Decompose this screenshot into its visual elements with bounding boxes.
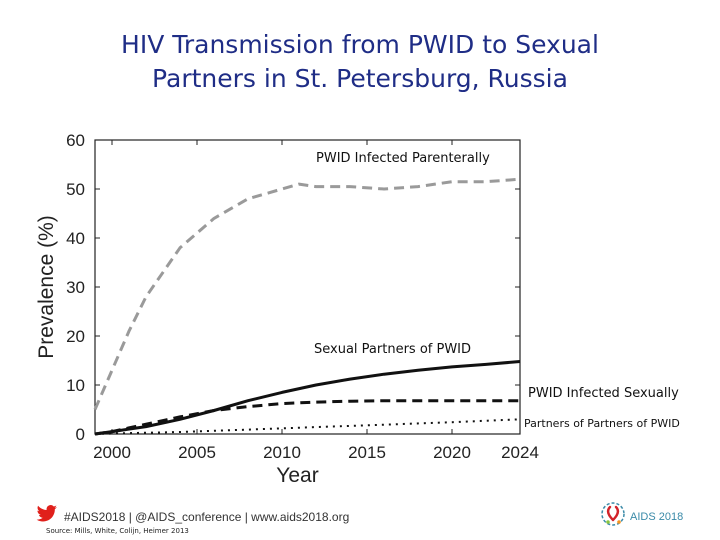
x-tick-label: 2005: [178, 443, 216, 462]
y-tick-label: 60: [66, 131, 85, 150]
y-tick-label: 20: [66, 327, 85, 346]
title-line-2: Partners in St. Petersburg, Russia: [152, 64, 568, 93]
y-tick-label: 40: [66, 229, 85, 248]
twitter-bird-icon: [36, 505, 58, 528]
y-tick-label: 10: [66, 376, 85, 395]
series-label-3: PWID Infected Sexually: [528, 386, 679, 402]
series-label-2: Sexual Partners of PWID: [314, 342, 472, 358]
source-citation: Source: Mills, White, Colijn, Heimer 201…: [46, 527, 189, 535]
footer-hashtag-text: #AIDS2018 | @AIDS_conference | www.aids2…: [64, 509, 350, 524]
series-label-4: Partners of Partners of PWID: [524, 416, 680, 432]
series-line-3: [94, 399, 520, 436]
title-line-1: HIV Transmission from PWID to Sexual: [121, 30, 599, 59]
series-line-4: [94, 418, 521, 435]
slide-title: HIV Transmission from PWID to Sexual Par…: [0, 28, 720, 96]
y-tick-label: 30: [66, 278, 85, 297]
x-tick-label: 2024: [501, 443, 539, 462]
x-tick-label: 2000: [93, 443, 131, 462]
series-label-1: PWID Infected Parenterally: [316, 151, 490, 167]
logo-text: AIDS 2018: [630, 510, 684, 523]
y-tick-label: 50: [66, 180, 85, 199]
x-tick-label: 2015: [348, 443, 386, 462]
x-tick-label: 2020: [433, 443, 471, 462]
footer-bar: #AIDS2018 | @AIDS_conference | www.aids2…: [36, 505, 349, 528]
y-tick-label: 0: [76, 425, 85, 444]
x-axis-label: Year: [276, 464, 318, 487]
aids2018-logo: AIDS 2018: [600, 500, 683, 533]
series-line-2: [94, 360, 521, 436]
y-axis-label: Prevalence (%): [35, 215, 58, 359]
aids-ribbon-icon: [600, 500, 626, 533]
prevalence-chart: 0 10 20 30 40 50 60 2000 2005 2010 2015 2020 2024 Yea…: [35, 131, 539, 487]
series-line-1: [93, 177, 521, 411]
x-tick-label: 2010: [263, 443, 301, 462]
